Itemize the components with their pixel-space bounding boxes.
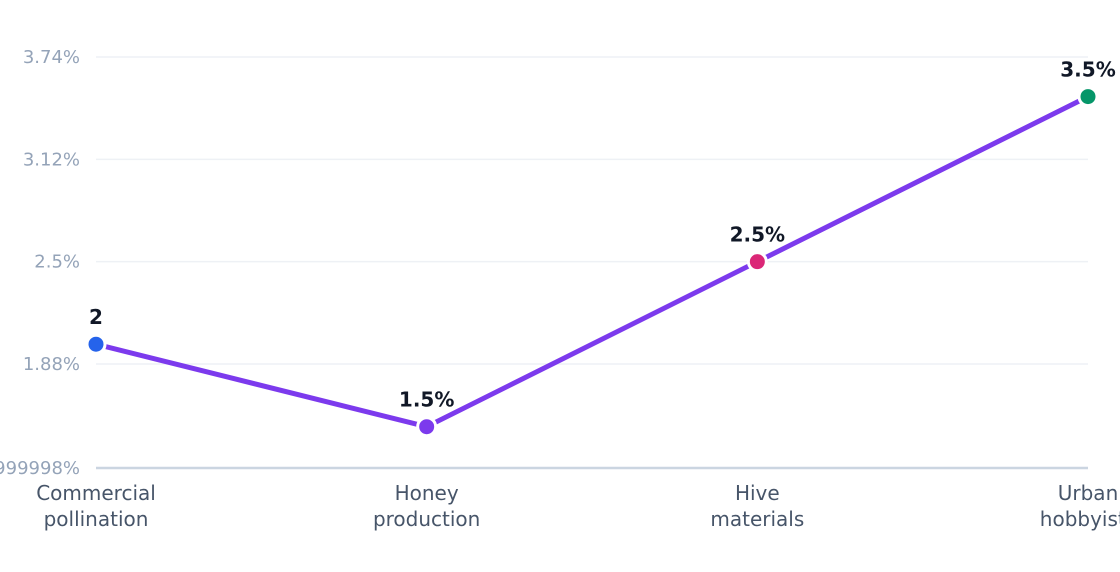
y-tick-label: 1.2499999999998% <box>0 458 80 479</box>
data-point <box>746 251 768 273</box>
x-axis-categories: Commercial pollination Honey production Hive… <box>36 481 1120 531</box>
y-tick-label: 2.5% <box>34 252 80 273</box>
data-point <box>85 333 107 355</box>
y-tick-label: 1.88% <box>23 354 80 375</box>
x-tick-label: Urbanhobbyists <box>1040 481 1120 531</box>
x-tick-label: Commercial pollination <box>36 481 156 531</box>
y-tick-label: 3.12% <box>23 149 80 170</box>
y-tick-label: 3.74% <box>23 47 80 68</box>
x-tick-label: Honey production <box>373 481 480 531</box>
data-points <box>85 86 1099 438</box>
data-label: 2 <box>89 305 103 329</box>
y-axis-ticks: 1.2499999999998% 1.88% 2.5% 3.12% 3.74% <box>0 47 80 479</box>
data-label: 2.5% <box>730 223 785 247</box>
data-point <box>416 416 438 438</box>
data-labels: 2 1.5% 2.5% 3.5% <box>89 58 1116 412</box>
data-label: 1.5% <box>399 388 454 412</box>
data-label: 3.5% <box>1060 58 1115 82</box>
x-tick-label: Hive materials <box>710 481 804 531</box>
data-point <box>1077 86 1099 108</box>
grid-lines <box>96 56 1088 365</box>
series-line <box>93 94 1091 430</box>
